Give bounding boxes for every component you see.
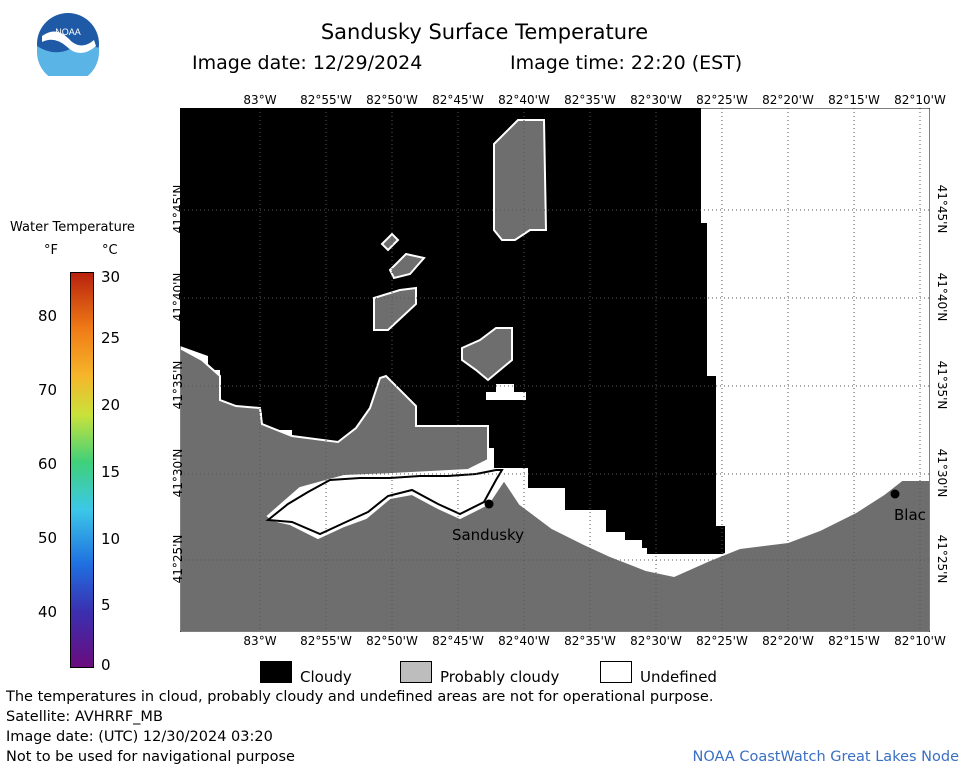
map-title: Sandusky Surface Temperature	[320, 20, 649, 44]
latitude-label-left: 41°45'N	[171, 184, 185, 234]
latitude-label-left: 41°30'N	[171, 448, 185, 498]
satellite-text: Satellite: AVHRRF_MB	[6, 709, 163, 725]
coastwatch-node-credit: NOAA CoastWatch Great Lakes Node	[692, 749, 959, 765]
legend-swatch-undefined	[600, 661, 632, 683]
longitude-label-top: 82°25'W	[696, 93, 748, 107]
longitude-label-top: 82°45'W	[432, 93, 484, 107]
sandusky-label: Sandusky	[452, 526, 524, 544]
undefined-patch	[486, 392, 526, 400]
colorbar-c-tick: 15	[101, 463, 121, 481]
longitude-label-bottom: 82°45'W	[432, 634, 484, 648]
probably-cloudy-patch	[380, 232, 400, 252]
latitude-label-right: 41°35'N	[935, 360, 949, 410]
colorbar-c-tick: 30	[101, 268, 121, 286]
colorbar-f-tick: 70	[38, 381, 58, 399]
latitude-label-left: 41°40'N	[171, 272, 185, 322]
colorbar-c-tick: 20	[101, 396, 121, 414]
longitude-label-top: 82°15'W	[828, 93, 880, 107]
longitude-label-bottom: 82°55'W	[300, 634, 352, 648]
longitude-label-top: 82°40'W	[498, 93, 550, 107]
latitude-label-right: 41°45'N	[935, 184, 949, 234]
colorbar-c-tick: 5	[101, 596, 111, 614]
longitude-label-top: 82°35'W	[564, 93, 616, 107]
image-date: Image date: 12/29/2024	[192, 52, 423, 74]
logo-text: NOAA	[55, 27, 81, 37]
graticule	[180, 108, 930, 632]
undefined-water	[265, 469, 504, 536]
colorbar-gradient	[70, 272, 94, 668]
navigation-warning: Not to be used for navigational purpose	[6, 749, 295, 765]
longitude-label-bottom: 82°30'W	[630, 634, 682, 648]
longitude-label-top: 82°30'W	[630, 93, 682, 107]
undefined-patch	[496, 384, 514, 392]
longitude-label-bottom: 83°W	[243, 634, 277, 648]
utc-date-text: Image date: (UTC) 12/30/2024 03:20	[6, 729, 273, 745]
colorbar-c-tick: 0	[101, 656, 111, 674]
colorbar-f-tick: 50	[38, 529, 58, 547]
longitude-label-top: 82°50'W	[366, 93, 418, 107]
legend-label-undefined: Undefined	[640, 668, 717, 686]
colorbar-unit-c: °C	[102, 243, 118, 258]
colorbar-f-tick: 40	[38, 603, 58, 621]
longitude-label-bottom: 82°15'W	[828, 634, 880, 648]
legend-swatch-cloudy	[260, 661, 292, 683]
longitude-label-bottom: 82°35'W	[564, 634, 616, 648]
colorbar-f-tick: 60	[38, 455, 58, 473]
probably-cloudy-area	[180, 346, 930, 632]
disclaimer-text: The temperatures in cloud, probably clou…	[6, 689, 714, 705]
latitude-label-right: 41°40'N	[935, 272, 949, 322]
longitude-label-top: 82°55'W	[300, 93, 352, 107]
probably-cloudy-patch	[461, 327, 513, 382]
cloudy-area	[180, 108, 725, 554]
longitude-label-bottom: 82°40'W	[498, 634, 550, 648]
colorbar-c-tick: 10	[101, 530, 121, 548]
colorbar-title: Water Temperature	[10, 220, 135, 235]
longitude-label-bottom: 82°50'W	[366, 634, 418, 648]
colorbar-unit-f: °F	[44, 243, 58, 258]
latitude-label-left: 41°25'N	[171, 534, 185, 584]
colorbar-f-tick: 80	[38, 307, 58, 325]
latitude-label-left: 41°35'N	[171, 360, 185, 410]
sandusky-marker	[484, 499, 494, 509]
colorbar-c-tick: 25	[101, 329, 121, 347]
probably-cloudy-patch	[388, 252, 426, 280]
image-time: Image time: 22:20 (EST)	[510, 52, 743, 74]
black-river-marker	[890, 489, 900, 499]
noaa-logo: NOAA	[37, 13, 99, 76]
surface-temperature-map: Sandusky Blac	[180, 108, 930, 632]
legend-label-cloudy: Cloudy	[300, 668, 352, 686]
legend-label-probably-cloudy: Probably cloudy	[440, 668, 560, 686]
longitude-label-bottom: 82°20'W	[762, 634, 814, 648]
probably-cloudy-patch	[493, 119, 548, 241]
longitude-label-top: 82°10'W	[894, 93, 946, 107]
latitude-label-right: 41°25'N	[935, 534, 949, 584]
longitude-label-top: 83°W	[243, 93, 277, 107]
black-river-label: Blac	[894, 506, 926, 524]
longitude-label-top: 82°20'W	[762, 93, 814, 107]
longitude-label-bottom: 82°25'W	[696, 634, 748, 648]
longitude-label-bottom: 82°10'W	[894, 634, 946, 648]
legend-swatch-probably-cloudy	[400, 661, 432, 683]
latitude-label-right: 41°30'N	[935, 448, 949, 498]
